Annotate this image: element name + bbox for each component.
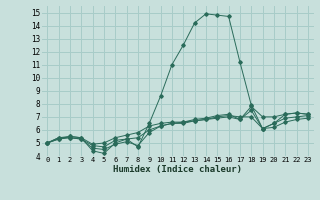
X-axis label: Humidex (Indice chaleur): Humidex (Indice chaleur) [113,165,242,174]
